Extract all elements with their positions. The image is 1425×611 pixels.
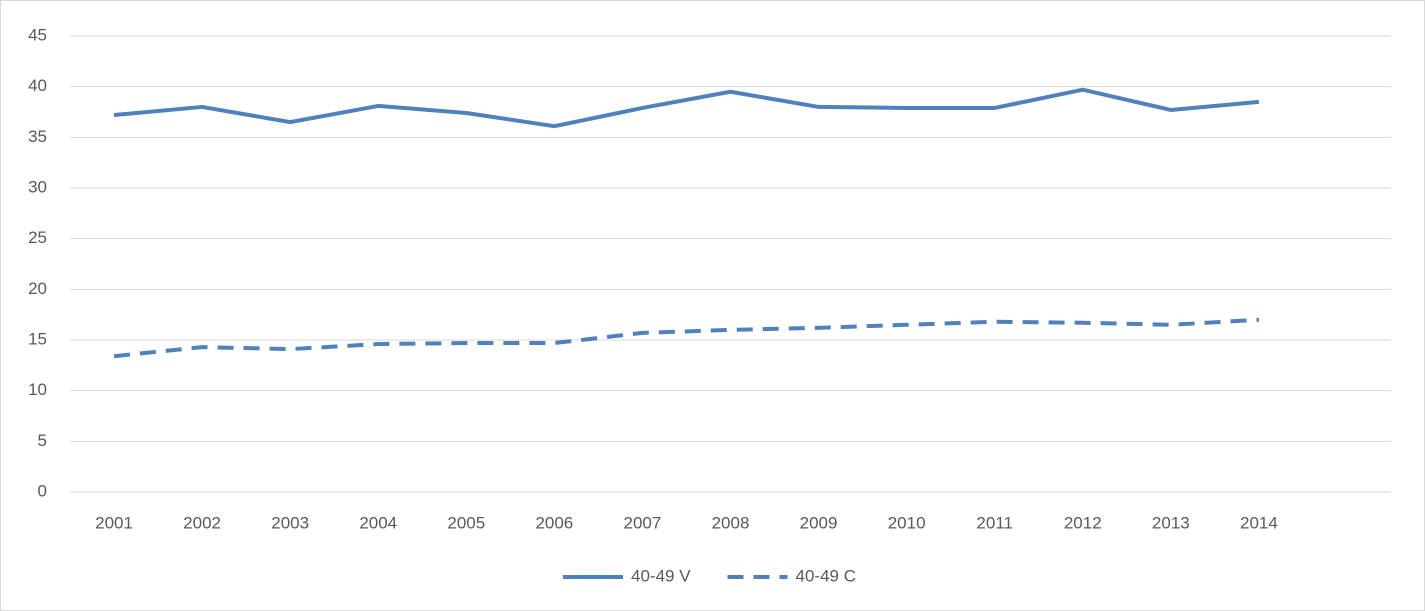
x-tick-label: 2013 (1152, 513, 1190, 532)
x-tick-label: 2006 (535, 513, 573, 532)
y-tick-label: 15 (28, 329, 47, 348)
y-tick-label: 5 (38, 431, 47, 450)
x-tick-label: 2001 (95, 513, 133, 532)
y-tick-label: 25 (28, 228, 47, 247)
x-tick-label: 2003 (271, 513, 309, 532)
x-tick-label: 2005 (447, 513, 485, 532)
y-tick-label: 10 (28, 380, 47, 399)
series-line (113, 317, 1260, 359)
x-tick-label: 2009 (800, 513, 838, 532)
x-tick-label: 2002 (183, 513, 221, 532)
series-line (113, 87, 1260, 129)
x-tick-label: 2010 (888, 513, 926, 532)
legend-label: 40-49 C (796, 566, 856, 585)
y-tick-label: 20 (28, 279, 47, 298)
legend-label: 40-49 V (631, 566, 691, 585)
x-tick-label: 2011 (976, 513, 1013, 532)
y-tick-label: 45 (28, 25, 47, 44)
y-tick-label: 40 (28, 76, 47, 95)
x-tick-label: 2008 (712, 513, 750, 532)
x-tick-label: 2014 (1240, 513, 1278, 532)
y-tick-label: 0 (38, 481, 47, 500)
x-tick-label: 2004 (359, 513, 397, 532)
y-tick-label: 30 (28, 177, 47, 196)
x-tick-label: 2012 (1064, 513, 1102, 532)
x-tick-label: 2007 (624, 513, 662, 532)
y-tick-label: 35 (28, 127, 47, 146)
